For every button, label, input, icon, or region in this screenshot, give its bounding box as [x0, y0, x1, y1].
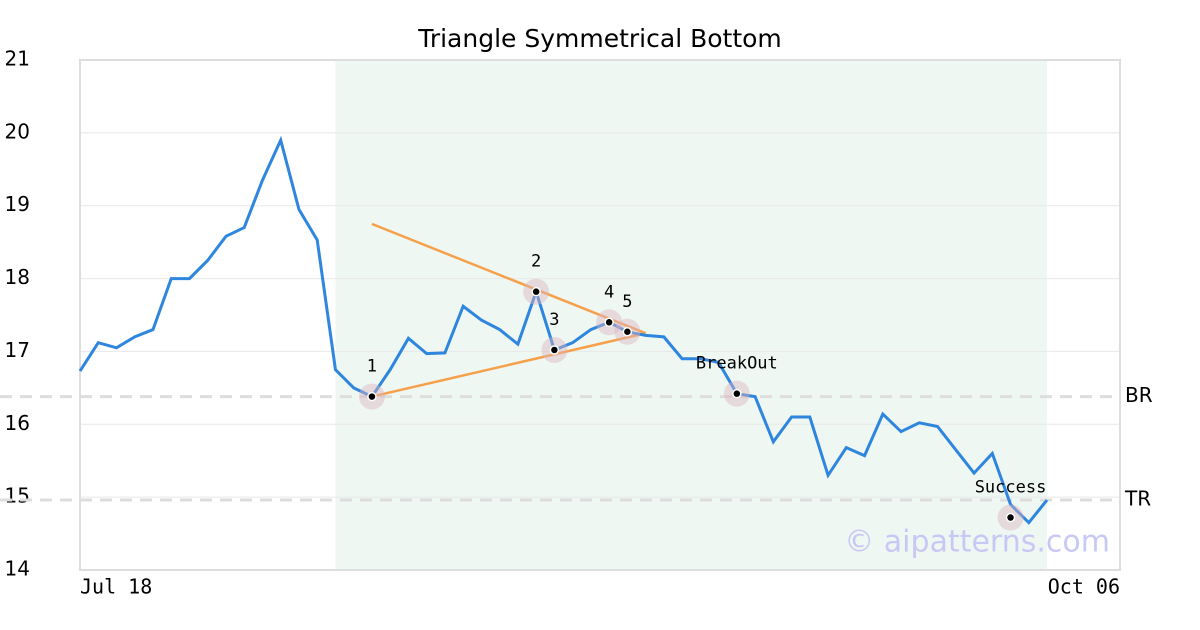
price-line	[78, 135, 1049, 525]
point	[1005, 512, 1016, 523]
point-label: 4	[604, 282, 614, 302]
point-label: 2	[531, 252, 541, 272]
plot-frame	[79, 59, 1121, 571]
y-tick-label: 17	[5, 338, 30, 362]
y-tick-label: 21	[5, 47, 30, 71]
pattern-region	[335, 60, 1048, 570]
chart-title: Triangle Symmetrical Bottom	[417, 24, 782, 53]
point	[732, 388, 742, 399]
point-label: BreakOut	[696, 354, 778, 374]
y-tick-label: 16	[5, 411, 30, 435]
y-tick-label: 18	[5, 265, 30, 289]
point-label: 1	[367, 357, 377, 377]
trend-line	[371, 331, 646, 398]
point	[622, 327, 633, 337]
point	[367, 391, 377, 402]
y-tick-label: 19	[5, 192, 30, 216]
level-label: BR	[1125, 383, 1153, 407]
point-label: 5	[622, 292, 632, 312]
watermark: © aipatterns.com	[844, 525, 1110, 560]
y-tick-label: 14	[5, 557, 30, 581]
point	[549, 345, 560, 355]
x-tick-label: Jul 18	[80, 575, 152, 599]
trend-line	[371, 222, 647, 335]
point	[531, 286, 541, 297]
point	[604, 317, 614, 328]
y-tick-label: 20	[5, 119, 30, 143]
y-tick-label: 15	[5, 484, 30, 508]
x-tick-label: Oct 06	[1048, 575, 1120, 599]
level-label: TR	[1124, 487, 1151, 511]
point-label: Success	[975, 478, 1047, 498]
point-label: 3	[549, 310, 559, 330]
